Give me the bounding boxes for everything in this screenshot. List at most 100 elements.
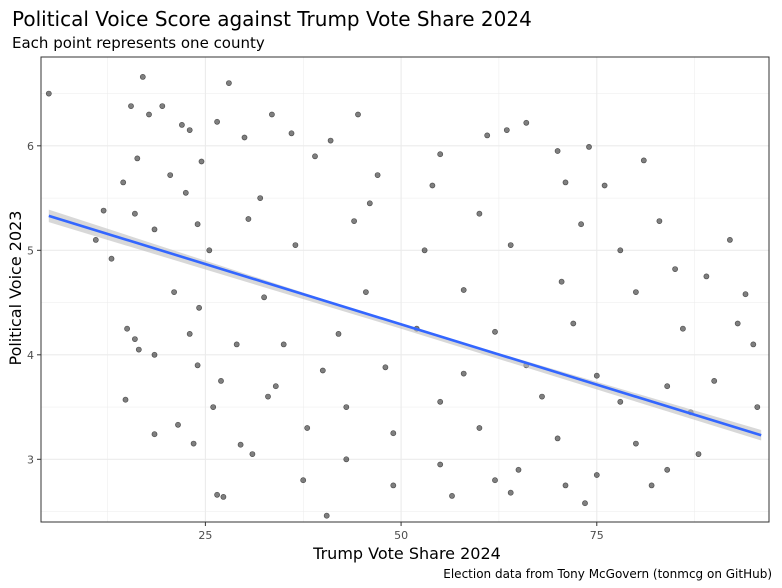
data-point	[288, 130, 295, 137]
data-point	[249, 451, 256, 457]
data-point	[343, 404, 350, 410]
data-point	[554, 148, 561, 154]
data-point	[355, 111, 361, 118]
data-point	[578, 221, 584, 228]
data-point	[190, 440, 197, 447]
data-point	[390, 430, 397, 437]
data-point	[742, 291, 749, 298]
chart-subtitle: Each point represents one county	[12, 34, 265, 52]
data-point	[640, 157, 647, 164]
data-point	[362, 289, 369, 295]
data-point	[554, 435, 561, 442]
data-point	[421, 247, 428, 254]
data-point	[225, 80, 232, 86]
data-point	[476, 210, 483, 217]
data-point	[366, 200, 373, 207]
data-point	[241, 134, 248, 141]
data-point	[319, 367, 326, 374]
y-axis-title: Political Voice 2023	[6, 211, 25, 366]
data-point	[382, 364, 389, 371]
data-point	[134, 155, 141, 162]
data-point	[124, 325, 130, 332]
data-point	[312, 153, 318, 160]
minor-gridlines	[41, 57, 769, 522]
data-point	[703, 273, 710, 280]
data-point	[151, 226, 158, 233]
data-point	[437, 151, 444, 158]
data-point	[617, 247, 624, 254]
data-point	[108, 255, 115, 262]
y-axis-ticks: 3 4 5 6	[27, 140, 41, 466]
data-point	[586, 143, 592, 150]
data-point	[122, 396, 129, 403]
data-point	[656, 218, 663, 224]
data-point	[245, 216, 252, 222]
data-point	[120, 179, 127, 186]
data-point	[268, 111, 275, 118]
data-point	[633, 289, 639, 295]
data-point	[754, 404, 761, 410]
data-point	[151, 351, 158, 358]
data-point	[300, 477, 307, 484]
y-tick-label: 5	[27, 244, 34, 257]
data-point	[484, 132, 491, 139]
data-point	[648, 482, 655, 489]
data-point	[351, 218, 357, 224]
y-tick-label: 4	[27, 349, 34, 362]
data-point	[492, 328, 498, 335]
data-point	[335, 330, 342, 337]
data-point	[562, 482, 569, 489]
data-point	[100, 207, 107, 214]
x-axis-ticks: 255075100	[198, 522, 782, 542]
data-point	[515, 466, 522, 473]
data-point	[570, 320, 577, 327]
data-point	[218, 377, 224, 384]
data-point	[194, 221, 201, 228]
data-point	[292, 242, 299, 248]
data-point	[695, 451, 702, 457]
data-point	[680, 325, 686, 332]
data-point	[304, 425, 311, 431]
data-point	[562, 179, 569, 186]
y-tick-label: 6	[27, 140, 34, 153]
data-point	[45, 90, 52, 97]
data-point	[429, 182, 436, 189]
data-point	[194, 362, 201, 369]
data-point	[131, 210, 138, 217]
data-point	[146, 111, 152, 118]
data-point	[196, 304, 202, 311]
data-point	[343, 456, 350, 463]
x-tick-label: 50	[394, 529, 408, 542]
data-point	[437, 398, 444, 405]
data-point	[178, 122, 185, 128]
data-point	[167, 172, 174, 178]
data-point	[539, 393, 545, 400]
data-point	[437, 461, 444, 468]
data-point	[261, 294, 267, 301]
data-point	[139, 74, 146, 80]
data-point	[186, 127, 193, 134]
major-gridlines	[41, 57, 769, 522]
data-point	[711, 377, 718, 384]
data-point	[214, 491, 220, 498]
x-tick-label: 25	[198, 529, 212, 542]
data-point	[131, 336, 138, 342]
data-point	[734, 320, 741, 327]
chart-caption: Election data from Tony McGovern (tonmcg…	[443, 567, 772, 581]
confidence-band	[48, 209, 762, 441]
data-point	[257, 195, 264, 201]
panel-background	[41, 57, 769, 522]
data-point	[664, 466, 671, 473]
data-point	[92, 236, 99, 243]
data-point	[159, 103, 166, 109]
x-tick-label: 75	[590, 529, 604, 542]
data-point	[175, 421, 181, 428]
data-point	[135, 346, 142, 353]
data-point	[327, 137, 334, 144]
data-point	[503, 127, 510, 134]
data-point	[601, 182, 608, 189]
data-point	[507, 242, 514, 248]
data-point	[128, 103, 134, 109]
data-point	[233, 341, 240, 348]
